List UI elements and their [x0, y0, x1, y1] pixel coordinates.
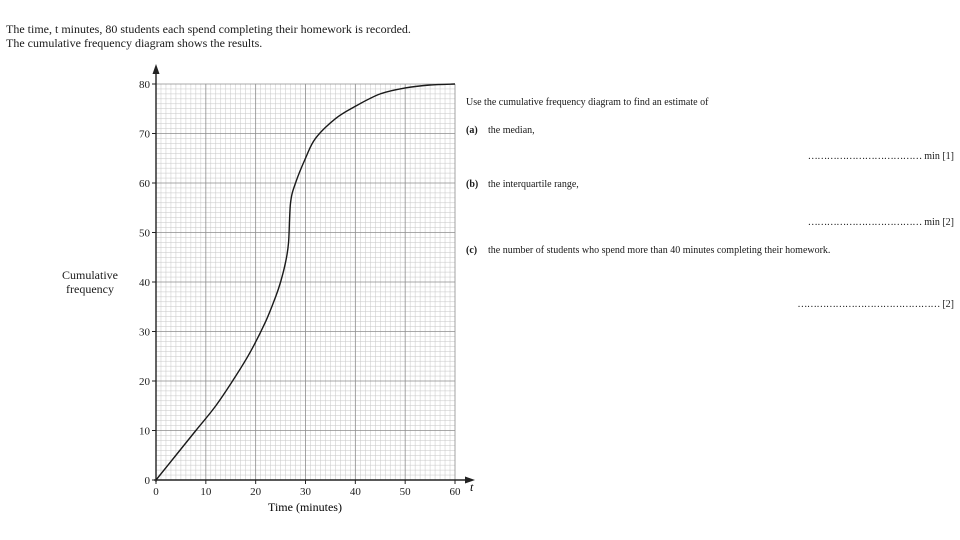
x-tick-label: 60	[450, 486, 462, 498]
tick-labels: 0 10 20 30 40 50 60 70 80 0 10 20 30 40 50 60	[139, 79, 461, 498]
answer-line-b[interactable]: ……………………………… min [2]	[808, 217, 954, 228]
x-tick-label: 0	[153, 486, 159, 498]
y-tick-label: 10	[139, 426, 151, 438]
y-axis-arrow	[152, 64, 160, 74]
question-b-text: the interquartile range,	[488, 179, 579, 190]
x-axis-arrow	[465, 476, 475, 484]
question-c-text: the number of students who spend more th…	[488, 245, 831, 256]
answer-line-a[interactable]: ……………………………… min [1]	[808, 151, 954, 162]
answer-suffix-c: [2]	[942, 299, 954, 310]
question-a-text: the median,	[488, 125, 535, 136]
y-tick-label: 50	[139, 228, 151, 240]
question-stem: Use the cumulative frequency diagram to …	[466, 97, 709, 108]
y-tick-label: 0	[145, 475, 151, 487]
y-axis-label-line-2: frequency	[66, 282, 114, 296]
question-b-label: (b)	[466, 179, 479, 190]
question-c-label: (c)	[466, 245, 478, 256]
answer-suffix-a: min [1]	[924, 151, 954, 162]
x-tick-label: 40	[350, 486, 362, 498]
question-b: (b) the interquartile range,	[466, 179, 579, 190]
x-tick-label: 30	[300, 486, 312, 498]
series-line-0	[155, 83, 456, 481]
question-c: (c) the number of students who spend more…	[466, 245, 830, 256]
y-tick-label: 40	[139, 277, 151, 289]
y-tick-label: 30	[139, 327, 151, 339]
x-tick-label: 50	[400, 486, 412, 498]
y-tick-label: 60	[139, 178, 151, 190]
question-a: (a) the median,	[466, 125, 535, 136]
question-a-label: (a)	[466, 125, 478, 136]
curve	[155, 83, 456, 481]
intro-line-1: The time, t minutes, 80 students each sp…	[6, 22, 411, 36]
x-axis-label: Time (minutes)	[268, 500, 342, 514]
axes	[152, 64, 475, 484]
y-tick-label: 70	[139, 129, 151, 141]
answer-line-c[interactable]: ……………………………………… [2]	[797, 299, 954, 310]
x-axis-symbol: t	[470, 480, 474, 494]
intro-text: The time, t minutes, 80 students each sp…	[6, 22, 411, 50]
answer-suffix-b: min [2]	[924, 217, 954, 228]
y-axis-label-line-1: Cumulative	[62, 268, 118, 282]
grid-major	[155, 83, 456, 481]
y-tick-label: 80	[139, 79, 151, 91]
y-tick-label: 20	[139, 376, 151, 388]
x-tick-label: 20	[250, 486, 262, 498]
intro-line-2: The cumulative frequency diagram shows t…	[6, 36, 263, 50]
x-tick-label: 10	[200, 486, 212, 498]
answer-dots-a: ………………………………	[807, 151, 923, 162]
y-axis-label: Cumulative frequency	[50, 268, 130, 296]
answer-dots-c: ………………………………………	[797, 299, 940, 310]
answer-dots-b: ………………………………	[807, 217, 923, 228]
